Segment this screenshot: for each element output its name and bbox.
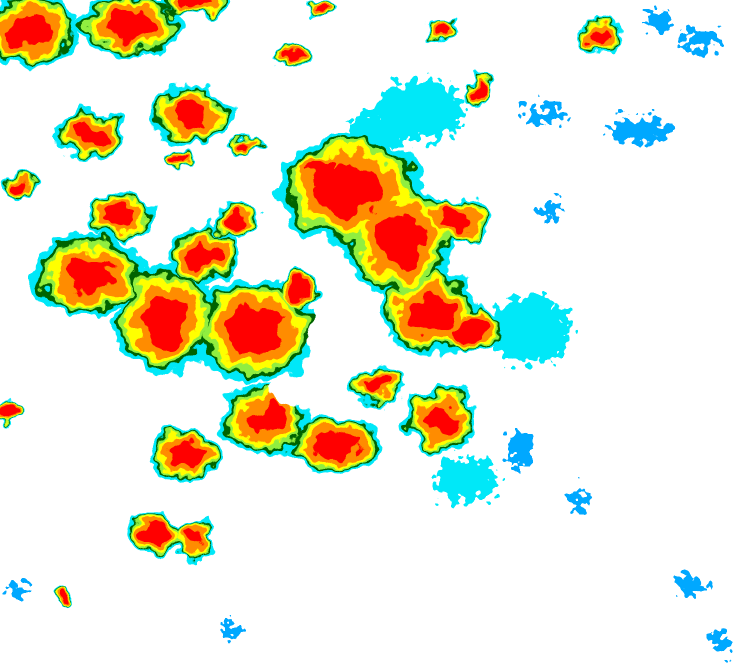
cell-core: [74, 123, 106, 147]
cell-core: [169, 443, 201, 467]
cell-core: [289, 282, 311, 298]
cell-core: [174, 155, 186, 165]
clear-gap: [307, 300, 383, 360]
cell-core: [282, 49, 298, 61]
cell-core: [317, 165, 383, 215]
clear-gap: [270, 381, 310, 409]
cell-core: [171, 102, 209, 128]
cell-core: [5, 410, 15, 420]
cell-core: [408, 296, 452, 334]
cell-core: [454, 320, 486, 340]
light-echo: [490, 295, 570, 365]
cell-core: [238, 139, 252, 151]
cell-core: [59, 595, 71, 605]
cell-core: [12, 178, 28, 192]
cell-core: [308, 160, 332, 180]
cell-core: [314, 432, 356, 458]
light-echo: [608, 118, 672, 142]
cell-core: [141, 525, 169, 545]
cell-core: [189, 242, 221, 268]
cell-core: [225, 212, 245, 228]
light-echo: [508, 432, 532, 468]
cell-core: [589, 27, 611, 43]
light-echo: [220, 622, 240, 638]
cell-core: [313, 4, 327, 16]
light-echo: [675, 577, 705, 593]
light-echo: [10, 582, 30, 598]
cell-core: [367, 377, 393, 393]
light-echo: [682, 28, 718, 52]
cell-core: [432, 24, 448, 36]
light-echo-group: [10, 10, 730, 654]
cell-core: [184, 531, 206, 549]
light-echo: [525, 105, 565, 125]
light-echo: [570, 490, 590, 510]
cell-core: [473, 83, 487, 97]
cell-core: [143, 295, 187, 345]
cell-core: [423, 405, 457, 435]
cell-core: [376, 214, 424, 266]
cell-core: [105, 204, 135, 226]
light-echo: [646, 10, 674, 30]
light-echo: [433, 458, 497, 502]
cell-core: [8, 14, 52, 46]
storm-cell-group: [0, 0, 624, 611]
cell-core: [179, 0, 211, 10]
cell-core: [245, 404, 285, 436]
cell-core: [65, 256, 115, 294]
light-echo: [710, 626, 730, 654]
cell-core: [106, 12, 154, 38]
light-echo: [540, 202, 560, 218]
cell-core: [227, 306, 283, 354]
cell-core: [440, 210, 470, 230]
